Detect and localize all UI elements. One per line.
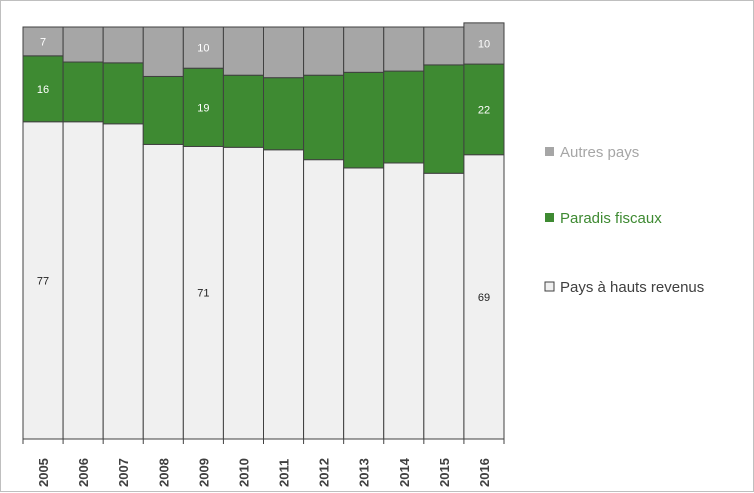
bar-segment-2013-s0 <box>343 167 385 440</box>
x-tick-label-2016: 2016 <box>477 458 492 487</box>
bar-segment-2006-s1 <box>62 61 104 123</box>
x-tick-label-2006: 2006 <box>76 458 91 487</box>
bar-segment-2016-s1 <box>463 63 505 156</box>
x-tick-label-2014: 2014 <box>397 457 412 487</box>
bar-segment-2012-s0 <box>303 159 345 440</box>
bar-segment-2016-s0 <box>463 154 505 440</box>
bar-segment-2015-s1 <box>423 64 465 174</box>
bar-segment-2016-s2 <box>463 22 505 65</box>
legend-label-0: Autres pays <box>560 144 639 161</box>
data-label-2016-s1: 22 <box>478 104 490 116</box>
bar-segment-2014-s1 <box>383 70 425 164</box>
x-tick-label-2009: 2009 <box>196 458 211 487</box>
bar-segment-2011-s2 <box>263 26 305 79</box>
x-tick-label-2015: 2015 <box>437 458 452 487</box>
data-label-2005-s2: 7 <box>40 36 46 48</box>
bar-segment-2011-s0 <box>263 149 305 440</box>
x-tick-label-2012: 2012 <box>317 458 332 487</box>
bar-segment-2009-s2 <box>182 26 224 69</box>
bar-segment-2008-s0 <box>142 143 184 440</box>
x-tick-label-2013: 2013 <box>357 458 372 487</box>
legend-swatch-2 <box>544 281 555 292</box>
bar-segment-2015-s0 <box>423 172 465 440</box>
bar-segment-2008-s1 <box>142 75 184 145</box>
legend-label-2: Pays à hauts revenus <box>560 279 704 296</box>
x-tick-label-2011: 2011 <box>277 459 292 487</box>
bar-segment-2005-s2 <box>22 26 64 57</box>
bar-segment-2006-s0 <box>62 121 104 440</box>
legend-swatch-1 <box>545 213 554 222</box>
bar-segment-2007-s2 <box>102 26 144 64</box>
legend-swatch-0 <box>545 147 554 156</box>
data-label-2005-s1: 16 <box>37 84 49 96</box>
x-tick-label-2010: 2010 <box>236 458 251 487</box>
bar-segment-2012-s2 <box>303 26 345 76</box>
bar-segment-2013-s1 <box>343 71 385 169</box>
bar-segment-2005-s0 <box>22 121 64 440</box>
bar-segment-2014-s2 <box>383 26 425 72</box>
legend-label-1: Paradis fiscaux <box>560 210 662 227</box>
x-tick-label-2007: 2007 <box>116 458 131 487</box>
data-label-2009-s0: 71 <box>197 288 209 300</box>
bar-segment-2013-s2 <box>343 26 385 73</box>
data-label-2005-s0: 77 <box>37 275 49 287</box>
bar-segment-2010-s1 <box>222 74 265 148</box>
data-label-2009-s1: 19 <box>197 102 209 114</box>
bar-segment-2008-s2 <box>142 26 184 77</box>
bar-segment-2012-s1 <box>303 74 345 161</box>
bar-segment-2015-s2 <box>423 26 465 66</box>
data-label-2009-s2: 10 <box>197 43 209 55</box>
x-tick-label-2008: 2008 <box>156 458 171 487</box>
bar-segment-2010-s2 <box>222 26 265 76</box>
bar-segment-2011-s1 <box>263 77 305 151</box>
data-label-2016-s0: 69 <box>478 292 490 304</box>
bar-segment-2006-s2 <box>62 26 104 63</box>
data-label-2016-s2: 10 <box>478 38 490 50</box>
bar-segment-2009-s1 <box>182 67 224 147</box>
bar-segment-2007-s0 <box>102 123 144 440</box>
bar-segment-2014-s0 <box>383 162 425 440</box>
bar-segment-2010-s0 <box>222 146 265 440</box>
bar-segment-2007-s1 <box>102 62 144 125</box>
x-tick-label-2005: 2005 <box>36 458 51 487</box>
